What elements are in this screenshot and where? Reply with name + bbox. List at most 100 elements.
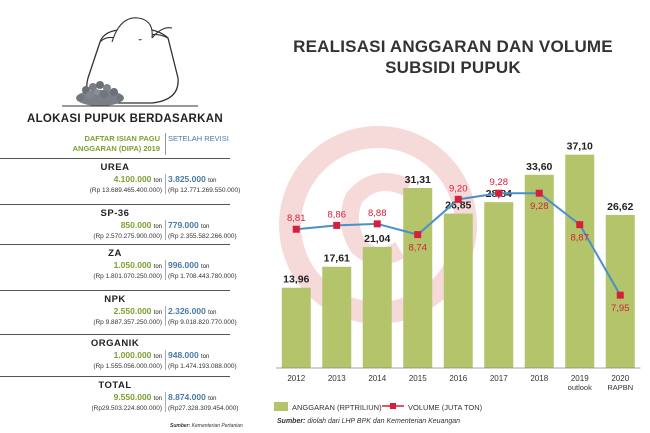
column-divider xyxy=(165,306,166,326)
column-divider xyxy=(165,260,166,280)
revised-volume: 779.000 xyxy=(168,220,199,230)
volume-point xyxy=(333,221,341,229)
revision-column-header: SETELAH REVISI xyxy=(168,134,229,143)
dipa-unit: ton xyxy=(153,178,162,184)
volume-label: 8,74 xyxy=(409,243,428,254)
revised-unit: ton xyxy=(208,178,217,184)
budget-bar xyxy=(362,247,392,368)
budget-bar xyxy=(443,213,473,368)
legend-line-label: VOLUME (JUTA TON) xyxy=(408,403,483,412)
volume-point xyxy=(495,189,503,197)
volume-label: 9,20 xyxy=(449,183,468,194)
chart-source-label: Sumber: xyxy=(277,418,306,425)
column-divider xyxy=(165,350,166,370)
x-tick-label: 2012 xyxy=(287,374,305,383)
dipa-budget: (Rp 1.801.070.250.000) xyxy=(93,273,162,280)
dipa-budget: (Rp 13.689.465.400.000) xyxy=(89,187,162,194)
dipa-volume: 4.100.000 xyxy=(113,174,152,184)
dipa-volume: 1.000.000 xyxy=(113,350,152,360)
budget-label: 31,31 xyxy=(405,174,431,186)
x-tick-label: 2017 xyxy=(490,374,508,383)
x-tick-label: outlook xyxy=(568,383,592,392)
dipa-unit: ton xyxy=(153,264,162,270)
dipa-unit: ton xyxy=(153,310,162,316)
revised-budget: (Rp27.328.309.454.000) xyxy=(168,405,239,412)
allocation-source-text: Kementerian Pertanian xyxy=(191,423,243,429)
dipa-budget: (Rp29.503.224.800.000) xyxy=(91,405,162,412)
budget-label: 17,61 xyxy=(324,253,350,265)
budget-label: 37,10 xyxy=(567,141,593,153)
volume-point xyxy=(373,220,381,228)
allocation-item-name: NPK xyxy=(104,294,126,305)
revised-unit: ton xyxy=(200,264,210,270)
revised-budget: (Rp 1.708.443.780.000) xyxy=(168,273,237,280)
dipa-budget: (Rp 2.570.275.900.000) xyxy=(93,233,162,240)
allocation-title: ALOKASI PUPUK BERDASARKAN xyxy=(27,113,223,125)
legend-bar-label: ANGGARAN (RPTRILIUN) xyxy=(292,403,382,412)
row-separator xyxy=(0,244,230,245)
revised-budget: (Rp 12.771.269.550.000) xyxy=(168,187,241,194)
x-tick-label: 2020 xyxy=(611,374,629,383)
allocation-source: Sumber: Kementerian Pertanian xyxy=(170,423,243,429)
budget-label: 13,96 xyxy=(283,274,309,286)
revised-allocation: 3.825.000 ton (Rp 12.771.269.550.000) xyxy=(168,174,248,196)
row-separator xyxy=(0,334,230,335)
budget-bar xyxy=(322,266,352,368)
budget-label: 26,85 xyxy=(445,200,471,212)
revised-volume: 996.000 xyxy=(168,260,199,270)
allocation-item-name: UREA xyxy=(100,162,130,173)
row-separator xyxy=(0,376,230,377)
header-divider xyxy=(165,133,166,155)
revised-volume: 2.326.000 xyxy=(168,306,206,316)
revised-volume: 8.874.000 xyxy=(168,392,206,402)
chart-title-line2: SUBSIDI PUPUK xyxy=(385,58,521,77)
volume-label: 7,95 xyxy=(611,303,630,314)
revised-volume: 3.825.000 xyxy=(168,174,206,184)
volume-point xyxy=(292,225,300,233)
volume-point xyxy=(535,189,543,197)
dipa-volume: 2.550.000 xyxy=(113,306,152,316)
dipa-budget: (Rp 9.887.357.250.000) xyxy=(93,319,162,326)
column-divider xyxy=(165,220,166,240)
volume-label: 9,28 xyxy=(490,177,509,188)
dipa-header-line1: DAFTAR ISIAN PAGU xyxy=(84,134,160,143)
budget-label: 26,62 xyxy=(607,201,633,213)
budget-bar xyxy=(565,154,595,368)
dipa-header-line2: ANGGARAN (DIPA) 2019 xyxy=(72,144,160,153)
budget-bar xyxy=(281,287,311,368)
dipa-allocation: 1.000.000 ton (Rp 1.555.056.000.000) xyxy=(0,350,162,372)
x-tick-label: 2013 xyxy=(328,374,346,383)
revised-budget: (Rp 1.474.193.088.000) xyxy=(168,363,237,370)
x-tick-label: 2018 xyxy=(530,374,548,383)
volume-point xyxy=(454,195,462,203)
dipa-allocation: 2.550.000 ton (Rp 9.887.357.250.000) xyxy=(0,306,162,328)
fertilizer-sack-icon xyxy=(62,17,198,107)
x-tick-label: 2016 xyxy=(449,374,467,383)
dipa-unit: ton xyxy=(153,354,162,360)
allocation-item-name: ZA xyxy=(108,248,122,259)
x-tick-label: 2019 xyxy=(571,374,589,383)
volume-label: 8,88 xyxy=(368,208,387,219)
chart-title-line1: REALISASI ANGGARAN DAN VOLUME xyxy=(293,37,613,56)
revised-unit: ton xyxy=(208,310,217,316)
volume-point xyxy=(414,231,422,239)
allocation-source-label: Sumber: xyxy=(170,423,191,429)
budget-volume-chart: 13,96 2012 17,61 2013 21,04 2014 31,31 2015 26,8… xyxy=(274,126,641,412)
chart-source: Sumber: diolah dari LHP BPK dan Kementer… xyxy=(277,418,460,425)
dipa-allocation: 850.000 ton (Rp 2.570.275.900.000) xyxy=(0,220,162,242)
dipa-volume: 9.550.000 xyxy=(113,392,152,402)
revised-unit: ton xyxy=(200,224,210,230)
legend-bar-swatch xyxy=(274,402,288,411)
revised-allocation: 779.000 ton (Rp 2.355.582.266.000) xyxy=(168,220,248,242)
dipa-allocation: 9.550.000 ton (Rp29.503.224.800.000) xyxy=(0,392,162,414)
row-separator xyxy=(0,204,230,205)
budget-label: 33,60 xyxy=(526,161,552,173)
volume-label: 8,81 xyxy=(287,213,306,224)
revised-allocation: 948.000 ton (Rp 1.474.193.088.000) xyxy=(168,350,248,372)
volume-label: 9,28 xyxy=(530,201,549,212)
chart-source-text: diolah dari LHP BPK dan Kementerian Keua… xyxy=(307,418,461,425)
revised-budget: (Rp 9.018.820.770.000) xyxy=(168,319,237,326)
row-separator xyxy=(0,158,230,159)
dipa-unit: ton xyxy=(153,224,162,230)
revised-volume: 948.000 xyxy=(168,350,199,360)
